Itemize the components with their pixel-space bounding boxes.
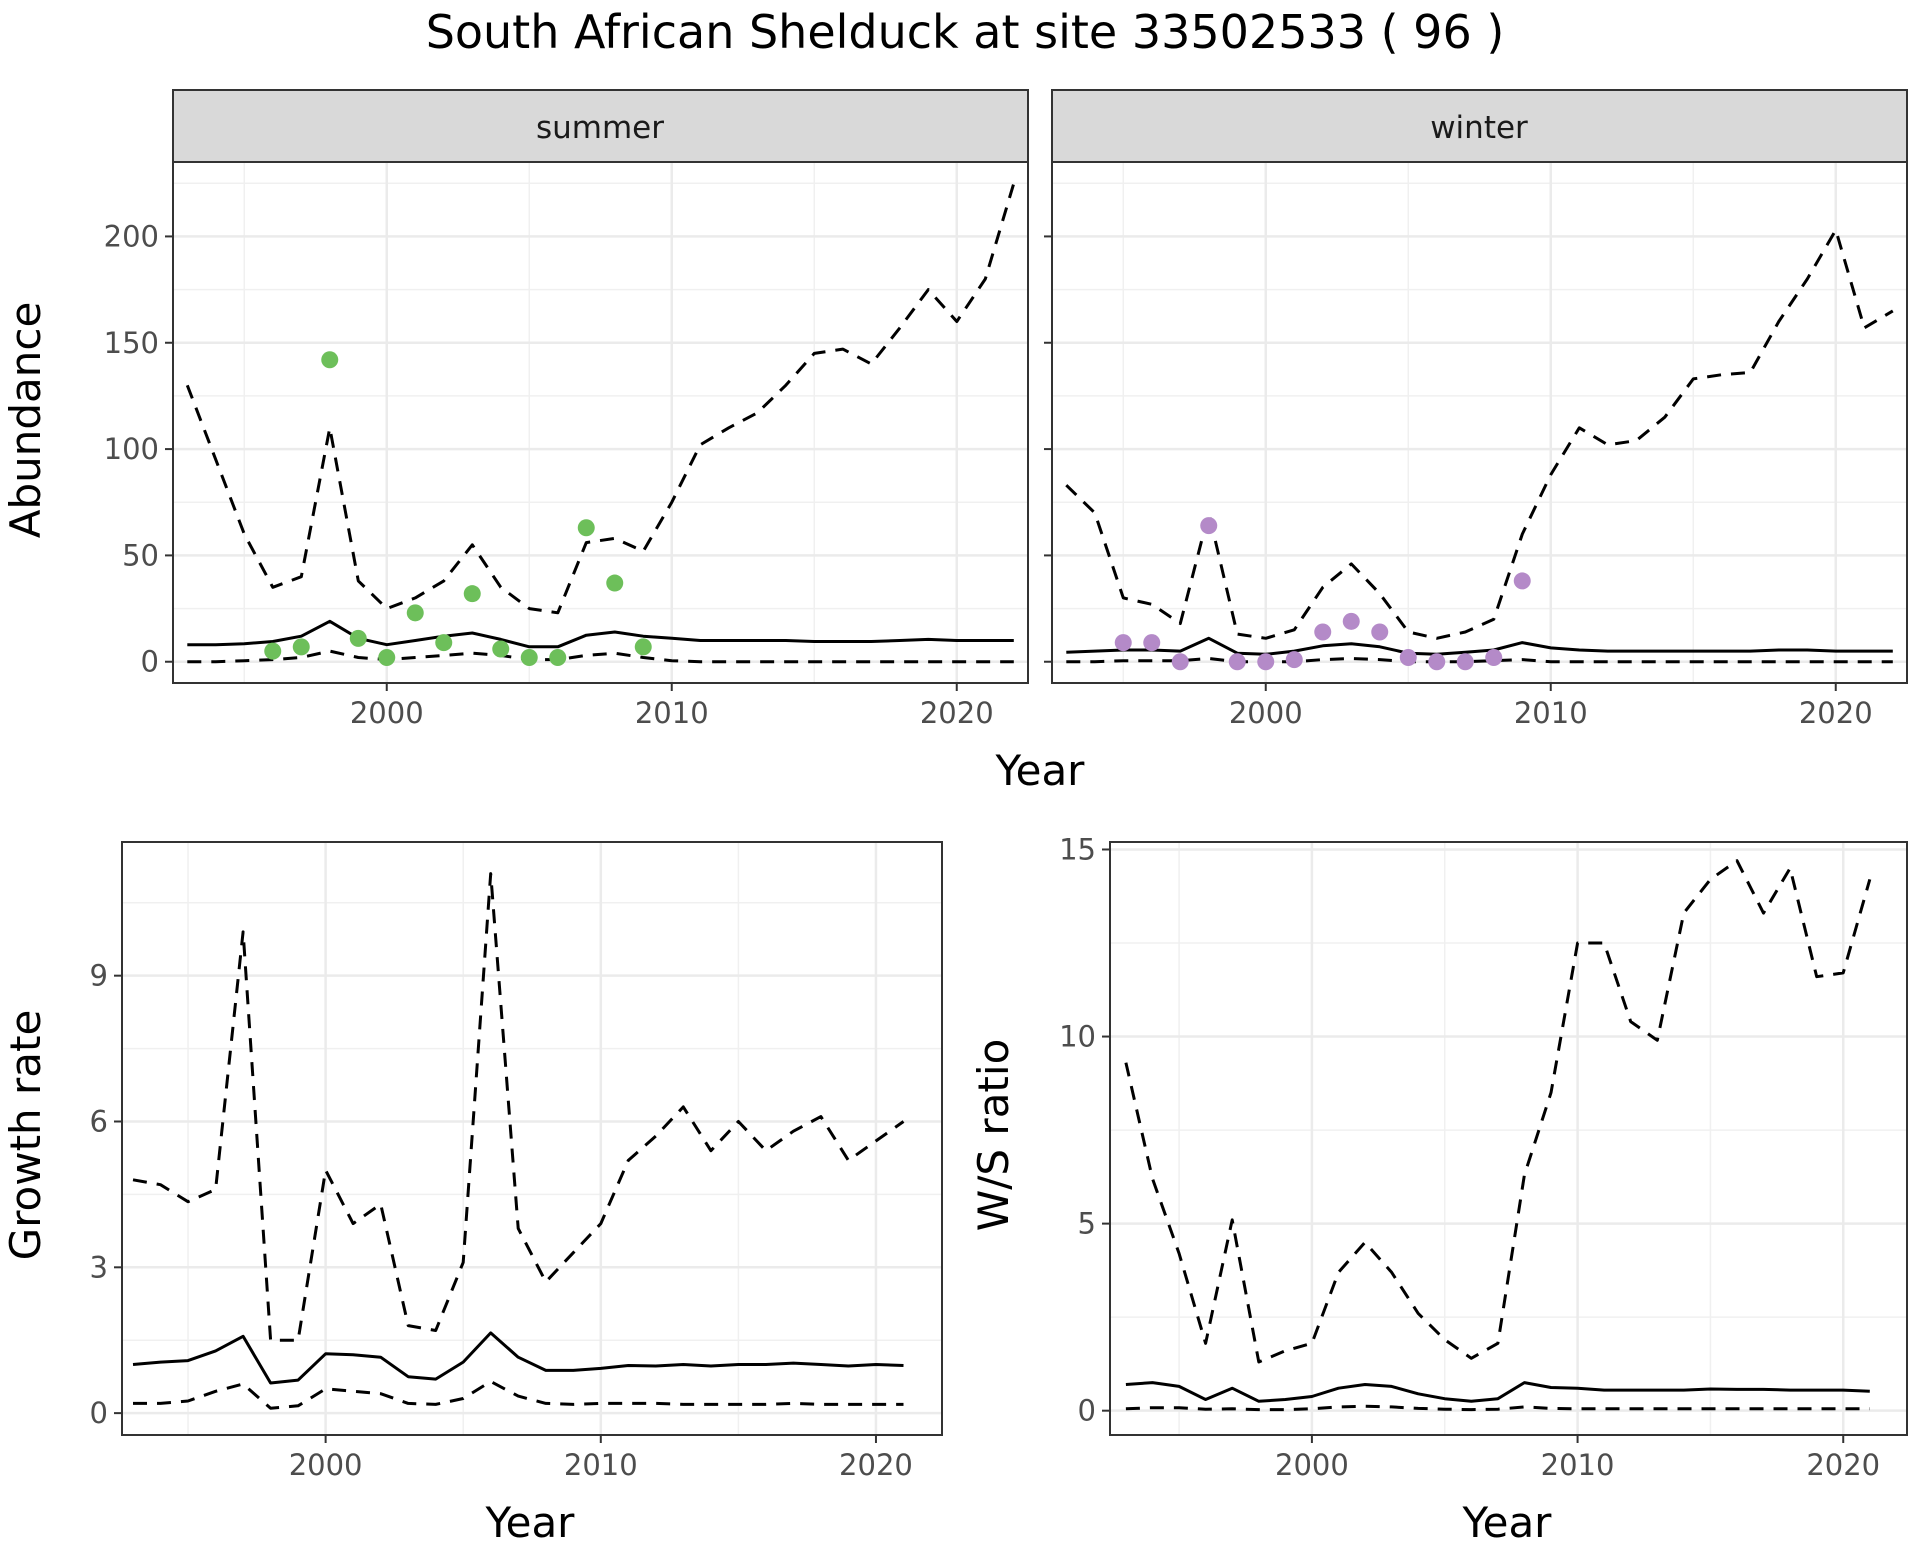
winter-point [1456,653,1474,671]
growth-series-0-line [132,1331,904,1385]
winter-point [1371,623,1389,641]
xlabel-growth: Year [485,1498,576,1547]
growth-xtick-label: 2020 [839,1448,913,1482]
summer-point [321,351,339,369]
summer-plot-area [173,162,1028,683]
ratio-ytick-label: 15 [1059,832,1096,866]
winter-xtick-label: 2010 [1514,696,1588,730]
growth-panel-border [121,841,943,1436]
summer-ytick-label: 150 [104,326,159,360]
growth-ytick-label: 6 [90,1104,108,1138]
summer-series-1-line [185,182,1016,615]
summer-point [606,574,624,592]
winter-point [1314,623,1332,641]
plot-summer: 2000 2010 2020 0 50 100 150 200 [104,161,1029,730]
winter-point [1257,653,1275,671]
panel-winter: winter 2000 2010 2020 [1044,89,1908,730]
winter-point [1285,651,1303,669]
growth-ytick-label: 3 [90,1250,108,1284]
summer-point [406,604,424,622]
plot-ratio: 2000 2010 2020 0 5 10 15 [1059,832,1908,1482]
strip-summer-bg [172,89,1029,163]
summer-point [378,648,396,666]
summer-ytick-label: 0 [141,645,159,679]
winter-series-2-line [1066,657,1893,664]
panel-summer: summer 2000 2010 2020 0 50 100 150 200 [104,89,1029,730]
winter-xtick-label: 2020 [1799,696,1873,730]
summer-point [549,648,567,666]
summer-series-2-line [187,649,1014,664]
ylabel-growth: Growth rate [1,1010,50,1261]
winter-xtick-label: 2000 [1229,696,1303,730]
winter-point [1171,653,1189,671]
summer-panel-border [172,161,1029,684]
growth-xtick-label: 2000 [289,1448,363,1482]
strip-summer-label: summer [536,110,664,146]
winter-point [1114,634,1132,652]
growth-plot-area [122,842,942,1435]
summer-ytick-label: 100 [104,432,159,466]
ratio-xtick-label: 2000 [1275,1448,1349,1482]
winter-panel-border [1051,161,1908,684]
summer-point [264,642,282,660]
winter-point [1342,612,1360,630]
summer-point [577,519,595,537]
ratio-series-1-line [1124,859,1872,1364]
winter-plot-area [1052,162,1907,683]
ylabel-ratio: W/S ratio [969,1039,1018,1232]
ratio-ytick-label: 5 [1078,1207,1096,1241]
ratio-series-2-line [1125,1404,1870,1412]
strip-winter-bg [1051,89,1908,163]
plot-winter: 2000 2010 2020 [1044,161,1908,730]
summer-point [492,640,510,658]
ratio-ytick-label: 10 [1059,1020,1096,1054]
summer-point [634,638,652,656]
summer-point [292,638,310,656]
xlabel-ratio: Year [1462,1498,1553,1547]
xlabel-shared: Year [995,746,1086,795]
summer-xtick-label: 2010 [635,696,709,730]
winter-point [1228,653,1246,671]
ratio-xtick-label: 2020 [1806,1448,1880,1482]
plot-growth: 2000 2010 2020 0 3 6 9 [90,841,943,1482]
winter-point [1143,634,1161,652]
summer-xtick-label: 2000 [350,696,424,730]
winter-point [1428,653,1446,671]
winter-point [1399,648,1417,666]
figure-title: South African Shelduck at site 33502533 … [426,5,1505,59]
growth-ytick-label: 9 [90,959,108,993]
winter-point [1200,517,1218,535]
ratio-ytick-label: 0 [1078,1394,1096,1428]
summer-series-0-line [187,619,1014,649]
strip-winter-label: winter [1430,110,1528,146]
summer-ytick-label: 200 [104,219,159,253]
summer-ytick-label: 50 [122,538,159,572]
summer-xtick-label: 2020 [920,696,994,730]
ratio-panel-border [1109,841,1908,1436]
ylabel-abundance: Abundance [1,302,50,539]
growth-series-2-line [133,1380,904,1410]
summer-point [463,585,481,603]
ratio-series-0-line [1125,1381,1870,1403]
panel-growth: 2000 2010 2020 0 3 6 9 [90,841,943,1482]
summer-point [435,634,453,652]
summer-point [349,629,367,647]
growth-series-1-line [132,872,905,1342]
summer-point [520,648,538,666]
panel-ratio: 2000 2010 2020 0 5 10 15 [1059,832,1908,1482]
growth-xtick-label: 2010 [564,1448,638,1482]
winter-point [1513,572,1531,590]
winter-series-0-line [1066,636,1893,656]
ratio-xtick-label: 2010 [1541,1448,1615,1482]
winter-point [1485,648,1503,666]
ratio-plot-area [1110,842,1907,1435]
growth-ytick-label: 0 [90,1396,108,1430]
